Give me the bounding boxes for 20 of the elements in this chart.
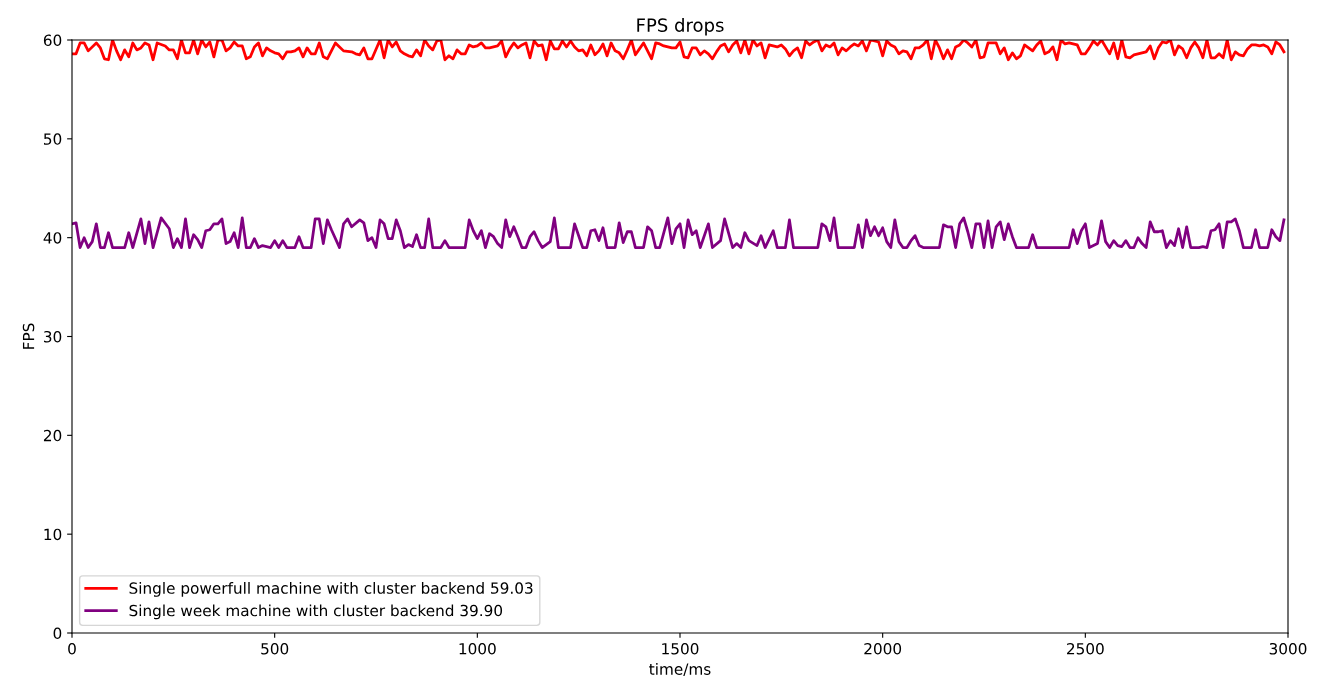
x-tick-label: 3000 [1269,642,1307,655]
x-tick-label: 1000 [459,642,496,655]
line-series [72,216,1286,249]
legend-label: Single week machine with cluster backend 39.90 [129,604,503,620]
y-tick-label: 50 [44,133,62,145]
x-axis-title: time/ms [649,663,711,677]
y-tick-label: 0 [53,627,62,640]
y-tick-label: 60 [43,34,62,47]
x-tick-label: 2000 [864,642,902,655]
x-tick-label: 0 [68,642,76,655]
y-axis-title: FPS [22,323,35,349]
legend-label: Single powerfull machine with cluster backend 59.03 [129,582,533,597]
y-tick-label: 10 [44,528,62,541]
x-tick-label: 1500 [662,642,699,655]
x-tick-label: 2500 [1067,642,1104,655]
y-tick-label: 40 [43,232,62,244]
x-tick-label: 500 [261,642,289,655]
y-tick-label: 20 [43,429,62,442]
chart-title: FPS drops [637,17,724,36]
y-tick-label: 30 [44,330,62,343]
